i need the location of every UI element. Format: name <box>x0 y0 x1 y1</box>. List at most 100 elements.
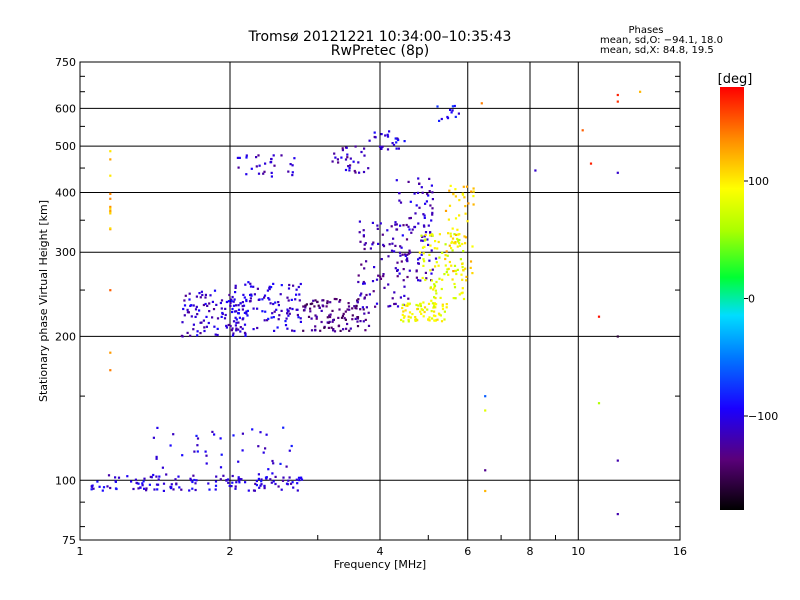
data-point <box>155 457 158 460</box>
data-point <box>249 285 253 288</box>
data-point <box>429 244 432 247</box>
y-tick-label: 300 <box>55 246 76 259</box>
data-point <box>458 233 461 236</box>
data-point <box>430 219 433 222</box>
data-point <box>145 487 148 490</box>
data-point <box>237 321 240 324</box>
data-point <box>327 326 330 329</box>
data-point <box>189 334 192 337</box>
data-point <box>157 478 160 481</box>
x-axis-ticks: 1 2 4 6 8 10 16 <box>77 535 687 558</box>
data-point <box>354 145 357 148</box>
data-point <box>269 478 272 481</box>
data-point <box>458 214 461 217</box>
data-point <box>277 301 280 304</box>
data-point <box>354 171 357 174</box>
data-point <box>274 301 277 304</box>
data-point <box>288 476 291 479</box>
data-point <box>261 298 264 301</box>
data-point <box>413 225 417 229</box>
data-point <box>472 187 475 190</box>
data-point <box>334 156 337 159</box>
data-point <box>215 303 218 306</box>
data-point <box>434 297 437 300</box>
data-point <box>344 168 348 172</box>
data-point <box>235 329 238 332</box>
data-point <box>406 304 409 307</box>
data-point <box>371 243 374 246</box>
data-point <box>394 302 397 305</box>
data-point <box>418 206 421 209</box>
data-point <box>152 436 155 439</box>
data-point <box>408 228 411 231</box>
x-tick-label: 8 <box>527 545 534 558</box>
data-point <box>292 284 295 287</box>
data-point <box>453 104 456 108</box>
data-point <box>433 284 437 287</box>
data-point <box>192 328 195 331</box>
data-point <box>452 270 455 273</box>
data-point <box>114 476 117 479</box>
data-point <box>426 308 429 311</box>
data-point <box>451 105 454 108</box>
data-point <box>296 308 299 311</box>
data-point <box>117 476 121 479</box>
data-point <box>362 235 365 238</box>
data-point <box>429 231 432 234</box>
data-point <box>198 309 201 312</box>
data-point <box>224 313 227 317</box>
data-point <box>309 307 312 310</box>
data-point <box>420 253 423 256</box>
data-point <box>264 162 267 165</box>
data-point <box>463 196 466 199</box>
data-point <box>292 486 295 489</box>
data-point <box>145 489 148 492</box>
data-point <box>358 231 361 234</box>
data-point <box>458 199 461 202</box>
data-point <box>244 334 247 337</box>
data-point <box>342 328 345 331</box>
data-point <box>238 156 241 159</box>
data-point <box>325 305 328 308</box>
data-point <box>208 488 211 491</box>
data-point <box>251 428 254 431</box>
data-point <box>408 217 411 220</box>
data-point <box>174 478 177 481</box>
data-point <box>396 275 399 278</box>
colorbar-tick-label: 0 <box>748 293 755 306</box>
data-point <box>460 292 463 295</box>
data-point <box>175 482 178 485</box>
data-point <box>272 480 275 483</box>
data-point <box>109 289 112 292</box>
data-point <box>437 264 440 267</box>
data-point <box>399 245 402 248</box>
data-point <box>416 308 419 311</box>
data-point <box>287 314 290 317</box>
data-point <box>286 327 289 330</box>
data-point <box>90 485 93 488</box>
data-point <box>273 329 276 332</box>
data-point <box>423 310 426 314</box>
data-point <box>148 483 151 486</box>
data-point <box>327 321 330 324</box>
data-point <box>451 249 454 252</box>
data-point <box>450 241 453 244</box>
data-point <box>449 232 452 235</box>
data-point <box>220 299 224 302</box>
data-point <box>284 324 288 327</box>
data-point <box>193 450 196 453</box>
data-point <box>303 309 306 312</box>
data-point <box>130 480 133 483</box>
data-point <box>435 303 438 306</box>
data-point <box>440 320 444 323</box>
y-tick-label: 100 <box>55 474 76 487</box>
data-point <box>237 328 240 331</box>
data-point <box>200 290 203 293</box>
data-point <box>204 450 207 453</box>
data-point <box>404 309 407 312</box>
data-point <box>205 325 208 328</box>
data-point <box>319 329 322 332</box>
data-point <box>346 156 349 159</box>
data-point <box>387 283 390 286</box>
data-point <box>428 253 431 256</box>
